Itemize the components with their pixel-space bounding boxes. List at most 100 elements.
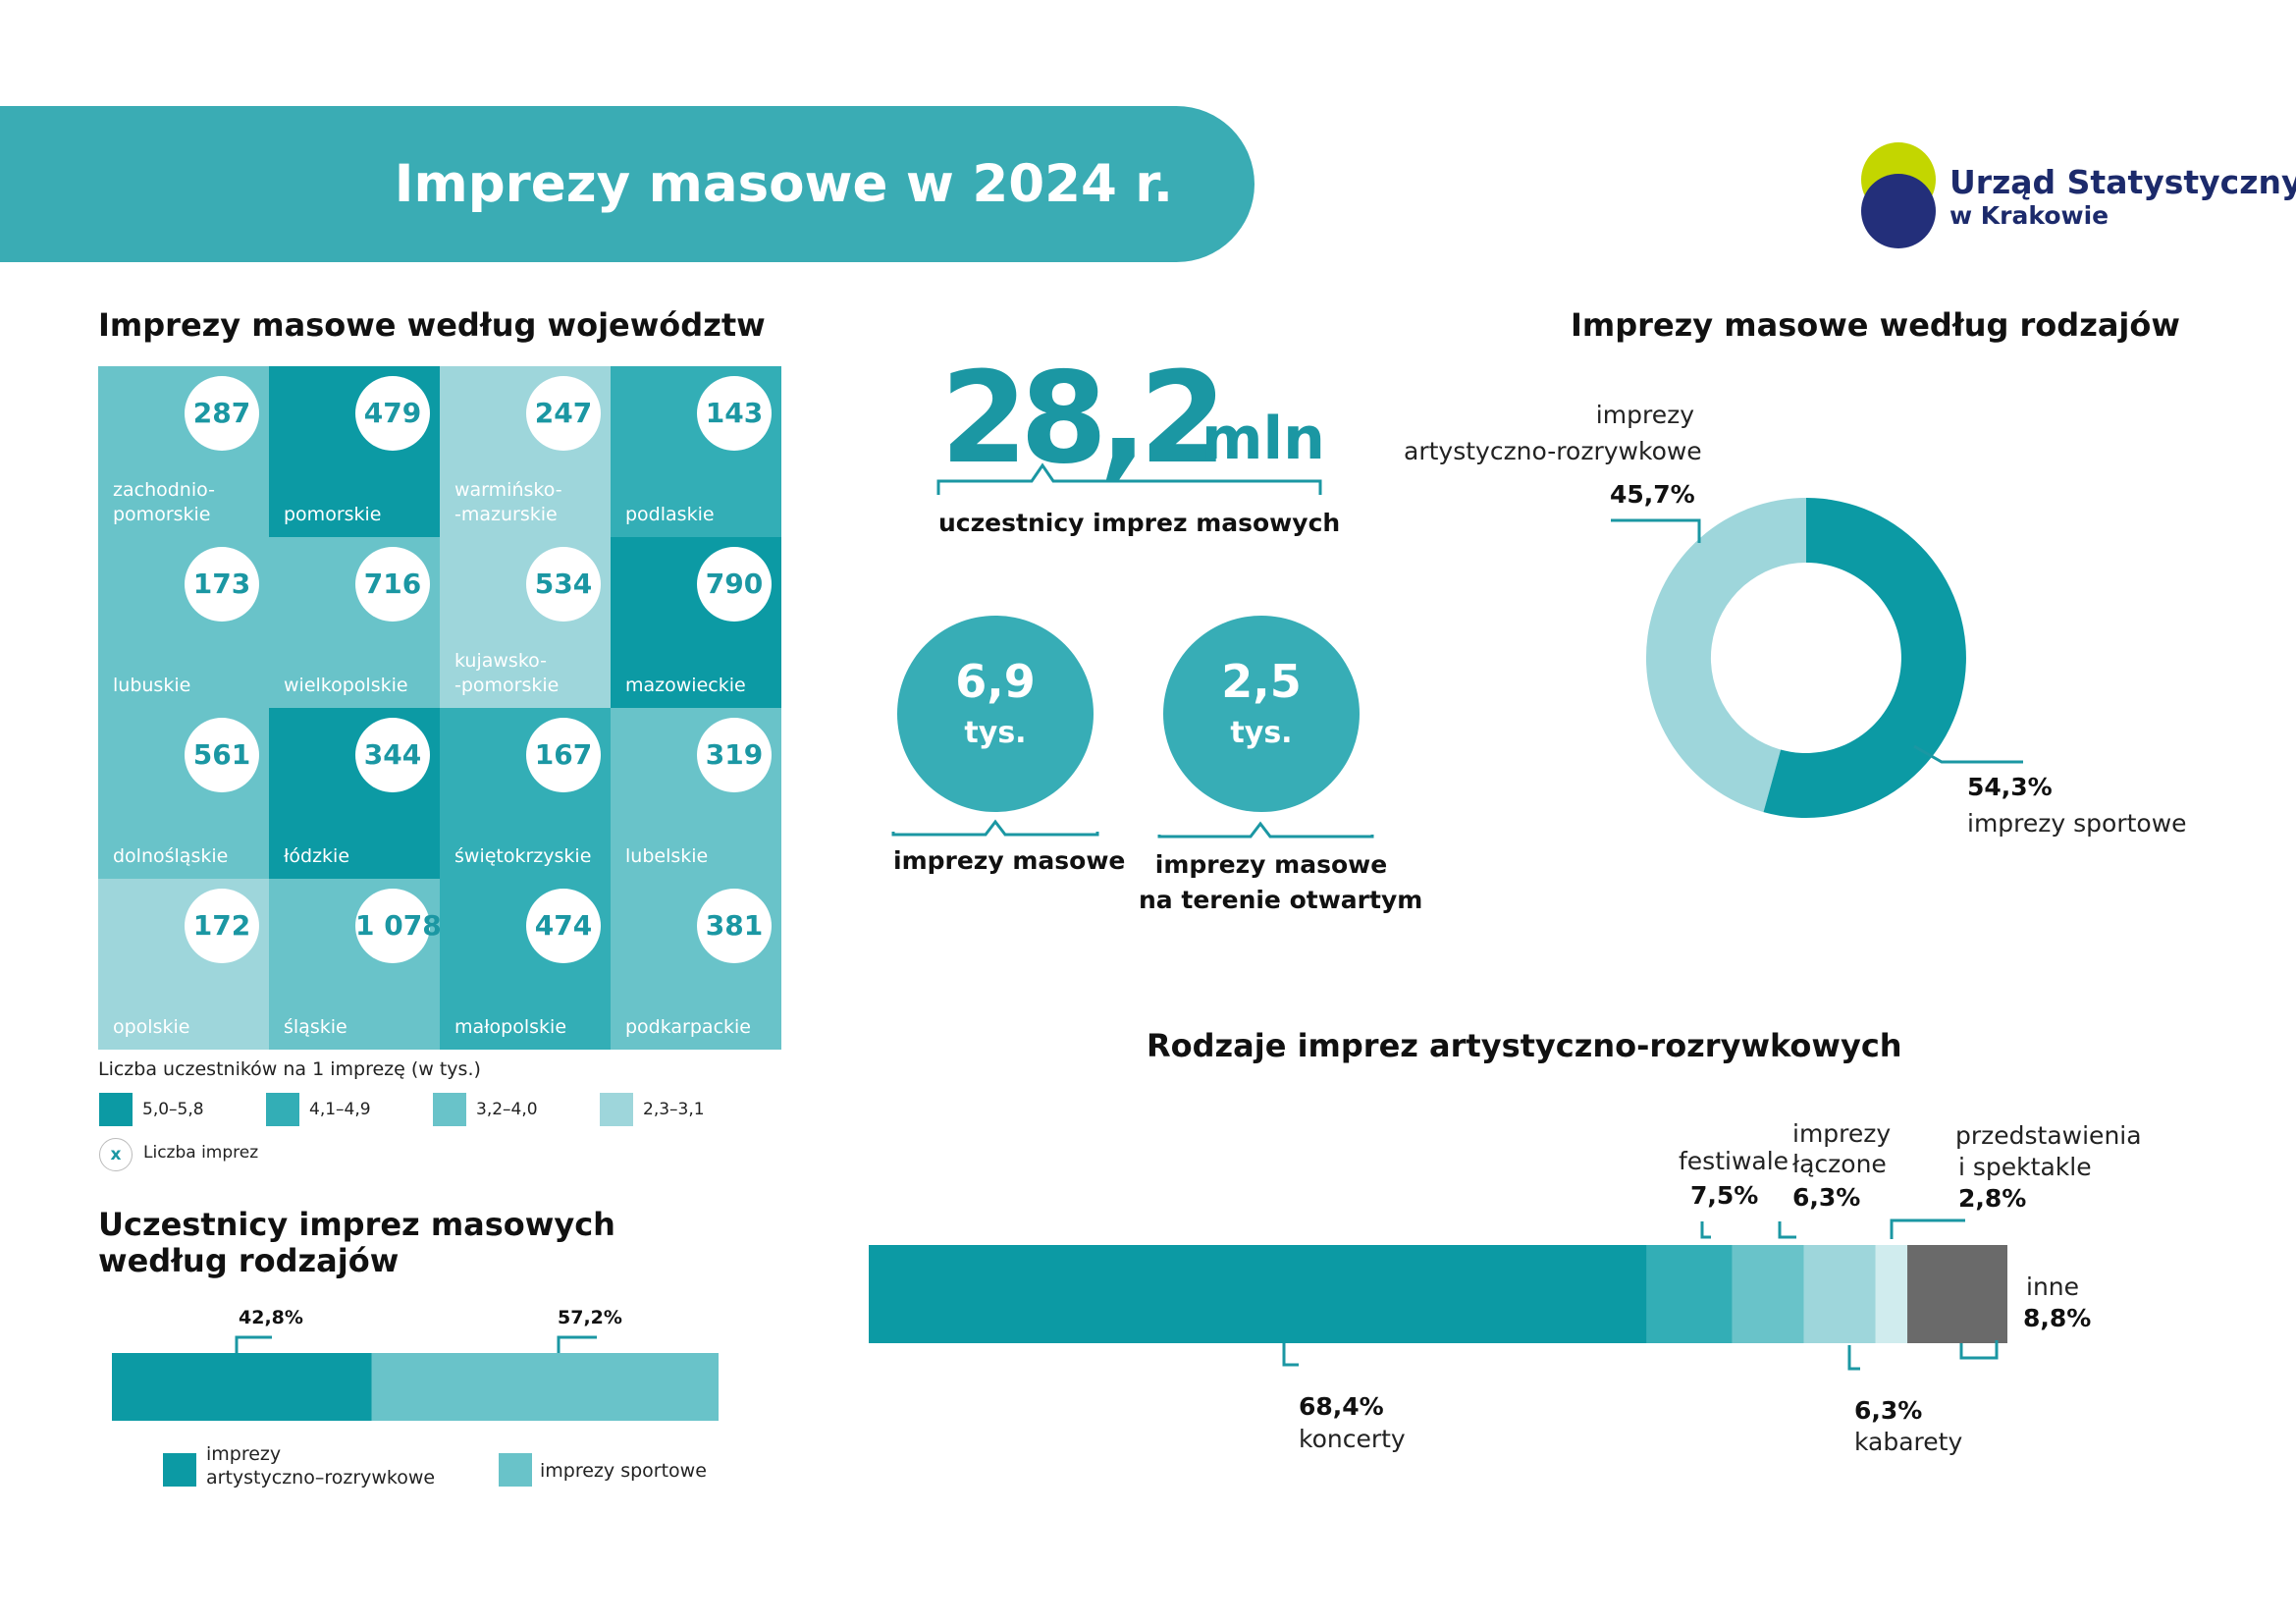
logo-name: Urząd Statystyczny	[1949, 163, 2296, 201]
koncerty-pct: 68,4%	[1299, 1392, 1384, 1421]
donut-slice	[1645, 498, 1806, 813]
przedstawienia-label-2: i spektakle	[1958, 1153, 2092, 1181]
artistic-kind-segment	[1803, 1245, 1876, 1343]
voivodeship-cell: 167 świętokrzyskie	[440, 708, 611, 879]
legend-label: 4,1–4,9	[309, 1100, 371, 1119]
voivodeship-cell: 287 zachodnio- pomorskie	[98, 366, 269, 537]
legend-artistic-label-1: imprezy	[206, 1443, 282, 1465]
voivodeship-name: świętokrzyskie	[454, 845, 592, 867]
open-events-circle: 2,5 tys.	[1163, 616, 1360, 812]
artistic-kinds-title: Rodzaje imprez artystyczno-rozrywkowych	[1147, 1027, 1902, 1064]
voivodeship-count: 287	[185, 376, 259, 451]
voivodeship-name: pomorskie	[284, 504, 382, 525]
legend-swatch	[433, 1093, 466, 1126]
voivodeship-count: 173	[185, 547, 259, 622]
donut-chart	[1611, 498, 2023, 818]
voivodeship-count: 716	[355, 547, 430, 622]
voivodeship-name: podlaskie	[625, 504, 715, 525]
voivodeship-name: śląskie	[284, 1016, 347, 1038]
by-type-title: Imprezy masowe według rodzajów	[1571, 306, 2180, 344]
voivodeship-cell: 319 lubelskie	[611, 708, 781, 879]
events-bracket	[891, 819, 1374, 839]
voivodeship-title: Imprezy masowe według województw	[98, 306, 766, 344]
voivodeship-cell: 344 łódzkie	[269, 708, 440, 879]
sport-pct: 54,3%	[1967, 773, 2053, 801]
voivodeship-count: 790	[697, 547, 772, 622]
voivodeship-name: kujawsko- -pomorskie	[454, 650, 560, 696]
legend-artistic-label-2: artystyczno–rozrywkowe	[206, 1467, 436, 1489]
kabarety-pct: 6,3%	[1854, 1396, 1923, 1425]
voivodeship-cell: 1 078 śląskie	[269, 879, 442, 1050]
header-banner	[0, 106, 1255, 262]
participants-value: 28,2	[940, 346, 1227, 492]
participants-bar-segment	[371, 1353, 719, 1421]
legend-sport-swatch	[499, 1453, 532, 1487]
voivodeship-name: opolskie	[113, 1016, 190, 1038]
logo-circle-bottom	[1861, 174, 1936, 248]
voivodeship-name: lubuskie	[113, 675, 191, 696]
voivodeship-name: dolnośląskie	[113, 845, 229, 867]
voivodeship-name: warmińsko- -mazurskie	[454, 479, 562, 525]
events-circle: 6,9 tys.	[897, 616, 1094, 812]
voivodeship-cell: 790 mazowieckie	[611, 537, 781, 708]
artistic-kind-segment	[1732, 1245, 1804, 1343]
logo-city: w Krakowie	[1949, 201, 2109, 230]
voivodeship-count: 534	[526, 547, 601, 622]
open-events-label-2: na terenie otwartym	[1139, 886, 1423, 914]
events-value: 6,9	[955, 655, 1036, 708]
laczone-pct: 6,3%	[1792, 1183, 1861, 1212]
events-label: imprezy masowe	[893, 846, 1126, 875]
artistic-kinds-bar-chart	[869, 1218, 2007, 1371]
artistic-label-2: artystyczno-rozrywkowe	[1404, 437, 1702, 465]
voivodeship-cell: 381 podkarpackie	[611, 879, 781, 1050]
artistic-label-1: imprezy	[1595, 401, 1694, 429]
voivodeship-cell: 479 pomorskie	[269, 366, 440, 537]
voivodeship-count: 474	[526, 889, 601, 963]
voivodeship-count: 344	[355, 718, 430, 792]
artistic-pct: 45,7%	[1610, 480, 1695, 509]
participants-artistic-pct: 42,8%	[239, 1307, 303, 1328]
participants-unit: mln	[1201, 405, 1325, 473]
artistic-kind-segment	[1646, 1245, 1733, 1343]
voivodeship-cell: 716 wielkopolskie	[269, 537, 440, 708]
page-title: Imprezy masowe w 2024 r.	[394, 154, 1173, 214]
artistic-kind-segment	[1875, 1245, 1908, 1343]
legend-sport-label: imprezy sportowe	[540, 1460, 707, 1482]
festiwale-pct: 7,5%	[1690, 1181, 1759, 1210]
open-events-unit: tys.	[1230, 716, 1293, 750]
count-marker: x	[99, 1138, 133, 1171]
voivodeship-name: podkarpackie	[625, 1016, 751, 1038]
voivodeship-cell: 143 podlaskie	[611, 366, 781, 537]
legend-swatch	[99, 1093, 133, 1126]
voivodeship-name: małopolskie	[454, 1016, 567, 1038]
voivodeship-name: łódzkie	[284, 845, 350, 867]
artistic-kind-segment	[1907, 1245, 2007, 1343]
voivodeship-count: 561	[185, 718, 259, 792]
donut-slice	[1763, 498, 1966, 818]
legend-title: Liczba uczestników na 1 imprezę (w tys.)	[98, 1058, 481, 1080]
voivodeship-grid: 287 zachodnio- pomorskie 479 pomorskie 247 wa…	[98, 366, 781, 1050]
participants-sport-pct: 57,2%	[558, 1307, 622, 1328]
voivodeship-name: zachodnio- pomorskie	[113, 479, 215, 525]
voivodeship-count: 167	[526, 718, 601, 792]
voivodeship-cell: 474 małopolskie	[440, 879, 611, 1050]
participants-bar-chart	[112, 1335, 719, 1421]
legend-label: 5,0–5,8	[142, 1100, 204, 1119]
open-events-value: 2,5	[1221, 655, 1302, 708]
voivodeship-count: 381	[697, 889, 772, 963]
legend-artistic-swatch	[163, 1453, 196, 1487]
inne-pct: 8,8%	[2023, 1304, 2092, 1332]
count-label: Liczba imprez	[143, 1143, 259, 1163]
voivodeship-count: 479	[355, 376, 430, 451]
participants-bar-segment	[112, 1353, 372, 1421]
legend-swatch	[600, 1093, 633, 1126]
voivodeship-cell: 561 dolnośląskie	[98, 708, 269, 879]
laczone-label-2: łączone	[1792, 1150, 1887, 1178]
voivodeship-count: 1 078	[355, 889, 442, 963]
legend-label: 3,2–4,0	[476, 1100, 538, 1119]
voivodeship-cell: 534 kujawsko- -pomorskie	[440, 537, 611, 708]
voivodeship-name: mazowieckie	[625, 675, 746, 696]
events-unit: tys.	[964, 716, 1027, 750]
participants-by-type-title-1: Uczestnicy imprez masowych	[98, 1206, 615, 1243]
voivodeship-count: 172	[185, 889, 259, 963]
